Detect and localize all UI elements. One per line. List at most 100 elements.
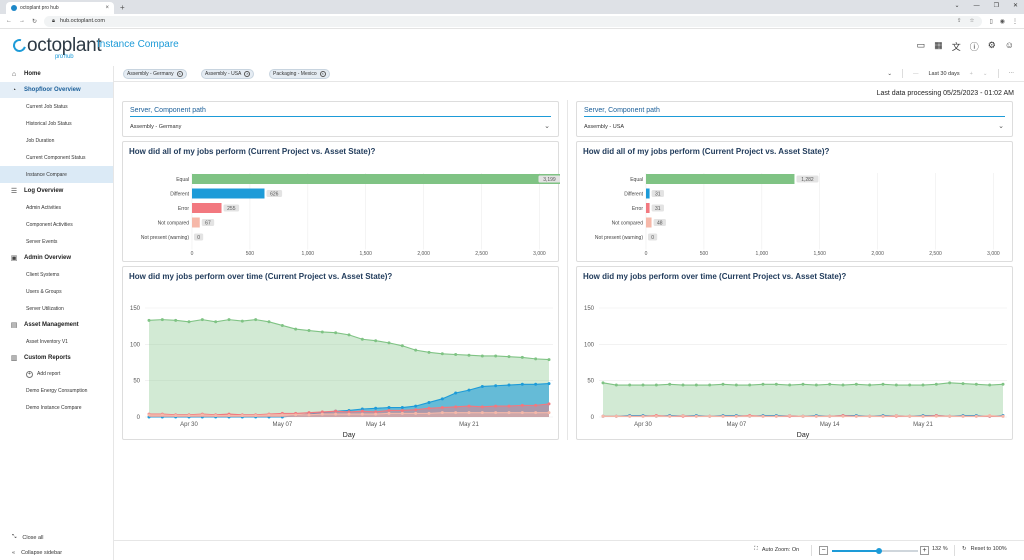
sidebar-item-demo-instance-compare[interactable]: Demo Instance Compare bbox=[26, 404, 82, 411]
forward-icon[interactable]: → bbox=[19, 18, 25, 24]
more-options-icon[interactable]: ⋯ bbox=[1008, 70, 1015, 77]
maximize-button[interactable]: ❐ bbox=[993, 3, 999, 9]
data-point-not_compared bbox=[681, 414, 685, 418]
x-tick-label: May 07 bbox=[272, 422, 292, 428]
range-chevron-icon[interactable]: ⌄ bbox=[982, 70, 988, 77]
filter-chip[interactable]: Assembly - Germany × bbox=[123, 69, 187, 79]
data-point-not_compared bbox=[374, 412, 378, 416]
data-point-not_compared bbox=[774, 414, 778, 418]
sidebar-section-asset[interactable]: ▤ Asset Management bbox=[0, 317, 113, 333]
data-point-not_compared bbox=[841, 414, 845, 418]
new-tab-button[interactable]: + bbox=[120, 3, 125, 12]
share-icon[interactable]: ⇪ bbox=[956, 18, 962, 24]
data-point-not_compared bbox=[748, 414, 752, 418]
sidebar-item-asset-inventory[interactable]: Asset Inventory V1 bbox=[26, 338, 68, 345]
remove-chip-icon[interactable]: × bbox=[244, 71, 251, 77]
tab-search-button[interactable]: ⌄ bbox=[954, 3, 960, 9]
category-label: Not present (warning) bbox=[141, 235, 189, 241]
filter-chip[interactable]: Packaging - Mexico × bbox=[269, 69, 330, 79]
data-point-not_compared bbox=[828, 414, 832, 418]
sidebar-item-server-utilization[interactable]: Server Utilization bbox=[26, 305, 64, 312]
sidebar-section-log[interactable]: ☰ Log Overview bbox=[0, 183, 113, 199]
data-point-equal bbox=[227, 318, 231, 322]
grid-icon[interactable]: ▦ bbox=[934, 40, 943, 50]
zoom-out-button[interactable]: − bbox=[819, 546, 828, 555]
zoom-slider-handle[interactable] bbox=[876, 548, 883, 554]
data-point-equal bbox=[374, 339, 378, 343]
header-icons: ▭ ▦ 文 ⓘ ⚙ ☺ bbox=[917, 40, 1014, 53]
browser-tab[interactable]: octoplant pro hub × bbox=[6, 2, 114, 14]
date-range-label[interactable]: Last 30 days bbox=[928, 70, 960, 77]
bookmark-star-icon[interactable]: ☆ bbox=[969, 18, 975, 24]
sidebar-item-historical-job-status[interactable]: Historical Job Status bbox=[26, 120, 72, 127]
sidebar-item-component-activities[interactable]: Component Activities bbox=[26, 221, 73, 228]
add-report-button[interactable]: + Add report bbox=[0, 366, 113, 382]
dashboard-icon: ◔ bbox=[11, 86, 17, 94]
select-label: Server, Component path bbox=[584, 107, 660, 114]
data-point-equal bbox=[721, 382, 725, 386]
reload-icon[interactable]: ↻ bbox=[32, 18, 38, 25]
y-tick-label: 0 bbox=[591, 415, 595, 421]
data-point-not_compared bbox=[294, 413, 298, 417]
back-icon[interactable]: ← bbox=[6, 18, 12, 24]
profile-icon[interactable]: ◉ bbox=[999, 18, 1005, 25]
component-path-select-right[interactable]: Server, Component path Assembly - USA ⌄ bbox=[576, 101, 1013, 137]
bar-chart-card-left: How did all of my jobs perform (Current … bbox=[122, 141, 560, 262]
auto-zoom-toggle[interactable]: ⛶ Auto Zoom: On bbox=[754, 546, 799, 553]
data-point-different bbox=[400, 406, 404, 410]
close-window-button[interactable]: ✕ bbox=[1012, 3, 1018, 9]
collapse-sidebar-button[interactable]: « Collapse sidebar bbox=[0, 545, 114, 560]
translate-icon[interactable]: 文 bbox=[951, 42, 961, 52]
next-range-icon[interactable]: + bbox=[969, 70, 973, 77]
sidebar-item-admin-activities[interactable]: Admin Activities bbox=[26, 204, 62, 211]
sidebar-item-job-duration[interactable]: Job Duration bbox=[26, 137, 55, 144]
x-tick-label: 500 bbox=[700, 251, 709, 257]
auto-zoom-label: Auto Zoom: On bbox=[761, 546, 800, 553]
settings-icon[interactable]: ⚙ bbox=[987, 40, 996, 50]
filter-chip[interactable]: Assembly - USA × bbox=[201, 69, 255, 79]
chevron-down-icon[interactable]: ⌄ bbox=[998, 123, 1004, 130]
sidebar-item-current-component-status[interactable]: Current Component Status bbox=[26, 154, 86, 161]
data-point-not_compared bbox=[734, 414, 738, 418]
octoplant-logo[interactable]: octoplant pro hub bbox=[10, 35, 102, 60]
data-point-equal bbox=[868, 383, 872, 387]
monitor-icon[interactable]: ▭ bbox=[916, 40, 926, 50]
data-label: 31 bbox=[655, 206, 661, 212]
sidebar-item-demo-energy[interactable]: Demo Energy Consumption bbox=[26, 387, 88, 394]
sidebar-item-users-groups[interactable]: Users & Groups bbox=[26, 288, 62, 295]
sidebar-section-shopfloor[interactable]: ◔ Shopfloor Overview bbox=[0, 82, 113, 98]
chevron-down-icon[interactable]: ⌄ bbox=[544, 123, 550, 130]
sidebar-section-admin[interactable]: ▣ Admin Overview bbox=[0, 250, 113, 266]
component-path-select-left[interactable]: Server, Component path Assembly - German… bbox=[122, 101, 559, 137]
help-icon[interactable]: ⓘ bbox=[969, 42, 979, 52]
sidebar-item-client-systems[interactable]: Client Systems bbox=[26, 271, 60, 278]
remove-chip-icon[interactable]: × bbox=[176, 71, 183, 77]
previous-range-icon[interactable]: — bbox=[912, 70, 919, 77]
minimize-button[interactable]: — bbox=[973, 3, 980, 9]
remove-chip-icon[interactable]: × bbox=[319, 71, 326, 77]
sidebar-section-custom-reports[interactable]: ▥ Custom Reports bbox=[0, 350, 113, 366]
data-point-not_compared bbox=[761, 414, 765, 418]
zoom-slider[interactable] bbox=[832, 548, 918, 554]
browser-menu-icon[interactable]: ⋮ bbox=[1012, 18, 1018, 25]
data-point-error bbox=[320, 410, 324, 414]
user-icon[interactable]: ☺ bbox=[1004, 40, 1014, 50]
data-point-equal bbox=[788, 383, 792, 387]
reset-zoom-button[interactable]: ↻ Reset to 100% bbox=[962, 546, 1007, 552]
data-point-not_compared bbox=[654, 414, 658, 418]
data-point-equal bbox=[774, 382, 778, 386]
data-point-equal bbox=[547, 358, 551, 362]
data-point-equal bbox=[160, 318, 164, 322]
sidepanel-icon[interactable]: ▯ bbox=[989, 18, 993, 25]
data-point-not_compared bbox=[881, 414, 885, 418]
sidebar-item-server-events[interactable]: Server Events bbox=[26, 238, 58, 245]
close-tab-icon[interactable]: × bbox=[105, 5, 109, 11]
sidebar-item-current-job-status[interactable]: Current Job Status bbox=[26, 103, 68, 110]
zoom-in-button[interactable]: + bbox=[920, 546, 929, 555]
close-all-button[interactable]: ⤡ Close all bbox=[0, 530, 114, 545]
url-field[interactable]: 🔒︎ hub.octoplant.com ⇪ ☆ bbox=[44, 15, 983, 27]
sidebar-item-home[interactable]: ⌂ Home bbox=[0, 66, 113, 82]
filter-dropdown-chevron-icon[interactable]: ⌄ bbox=[887, 70, 892, 77]
sidebar-item-instance-compare[interactable]: Instance Compare bbox=[0, 166, 113, 183]
data-point-not_compared bbox=[628, 414, 632, 418]
